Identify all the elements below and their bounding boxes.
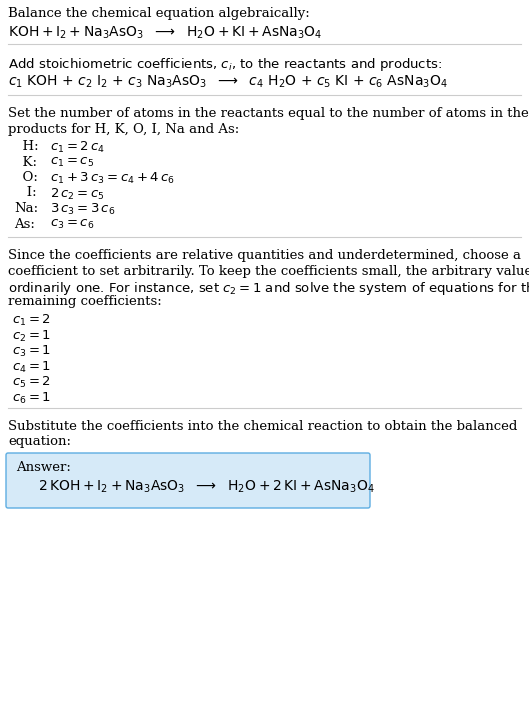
Text: $c_2 = 1$: $c_2 = 1$ (12, 329, 51, 344)
Text: Set the number of atoms in the reactants equal to the number of atoms in the: Set the number of atoms in the reactants… (8, 107, 529, 120)
Text: $c_6 = 1$: $c_6 = 1$ (12, 390, 51, 406)
Text: $c_3 = c_6$: $c_3 = c_6$ (50, 218, 94, 230)
Text: As:: As: (14, 218, 35, 230)
Text: Balance the chemical equation algebraically:: Balance the chemical equation algebraica… (8, 7, 310, 20)
Text: ordinarily one. For instance, set $c_2 = 1$ and solve the system of equations fo: ordinarily one. For instance, set $c_2 =… (8, 280, 529, 297)
Text: $2\,c_2 = c_5$: $2\,c_2 = c_5$ (50, 187, 105, 201)
Text: remaining coefficients:: remaining coefficients: (8, 296, 162, 308)
Text: $3\,c_3 = 3\,c_6$: $3\,c_3 = 3\,c_6$ (50, 202, 115, 217)
Text: $c_3 = 1$: $c_3 = 1$ (12, 344, 51, 359)
Text: $c_1 = c_5$: $c_1 = c_5$ (50, 156, 94, 168)
Text: products for H, K, O, I, Na and As:: products for H, K, O, I, Na and As: (8, 122, 239, 136)
Text: $c_1 + 3\,c_3 = c_4 + 4\,c_6$: $c_1 + 3\,c_3 = c_4 + 4\,c_6$ (50, 171, 175, 186)
Text: coefficient to set arbitrarily. To keep the coefficients small, the arbitrary va: coefficient to set arbitrarily. To keep … (8, 264, 529, 278)
Text: H:: H: (14, 140, 39, 153)
Text: $c_5 = 2$: $c_5 = 2$ (12, 375, 51, 390)
Text: Substitute the coefficients into the chemical reaction to obtain the balanced: Substitute the coefficients into the che… (8, 420, 517, 433)
Text: $\mathregular{KOH + I_2 + Na_3AsO_3}$  $\longrightarrow$  $\mathregular{H_2O + K: $\mathregular{KOH + I_2 + Na_3AsO_3}$ $\… (8, 25, 323, 41)
Text: Add stoichiometric coefficients, $c_i$, to the reactants and products:: Add stoichiometric coefficients, $c_i$, … (8, 56, 442, 73)
Text: $\mathregular{2\,KOH + I_2 + Na_3AsO_3}$  $\longrightarrow$  $\mathregular{H_2O : $\mathregular{2\,KOH + I_2 + Na_3AsO_3}$… (38, 479, 375, 495)
Text: $c_4 = 1$: $c_4 = 1$ (12, 359, 51, 375)
Text: Since the coefficients are relative quantities and underdetermined, choose a: Since the coefficients are relative quan… (8, 249, 521, 262)
Text: $c_1 = 2$: $c_1 = 2$ (12, 313, 51, 328)
Text: I:: I: (14, 187, 37, 199)
FancyBboxPatch shape (6, 453, 370, 508)
Text: $c_1 = 2\,c_4$: $c_1 = 2\,c_4$ (50, 140, 105, 155)
Text: K:: K: (14, 156, 37, 168)
Text: Na:: Na: (14, 202, 38, 215)
Text: O:: O: (14, 171, 38, 184)
Text: Answer:: Answer: (16, 461, 71, 474)
Text: equation:: equation: (8, 436, 71, 448)
Text: $c_1$ $\mathregular{KOH}$ + $c_2$ $\mathregular{I_2}$ + $c_3$ $\mathregular{Na_3: $c_1$ $\mathregular{KOH}$ + $c_2$ $\math… (8, 74, 448, 90)
